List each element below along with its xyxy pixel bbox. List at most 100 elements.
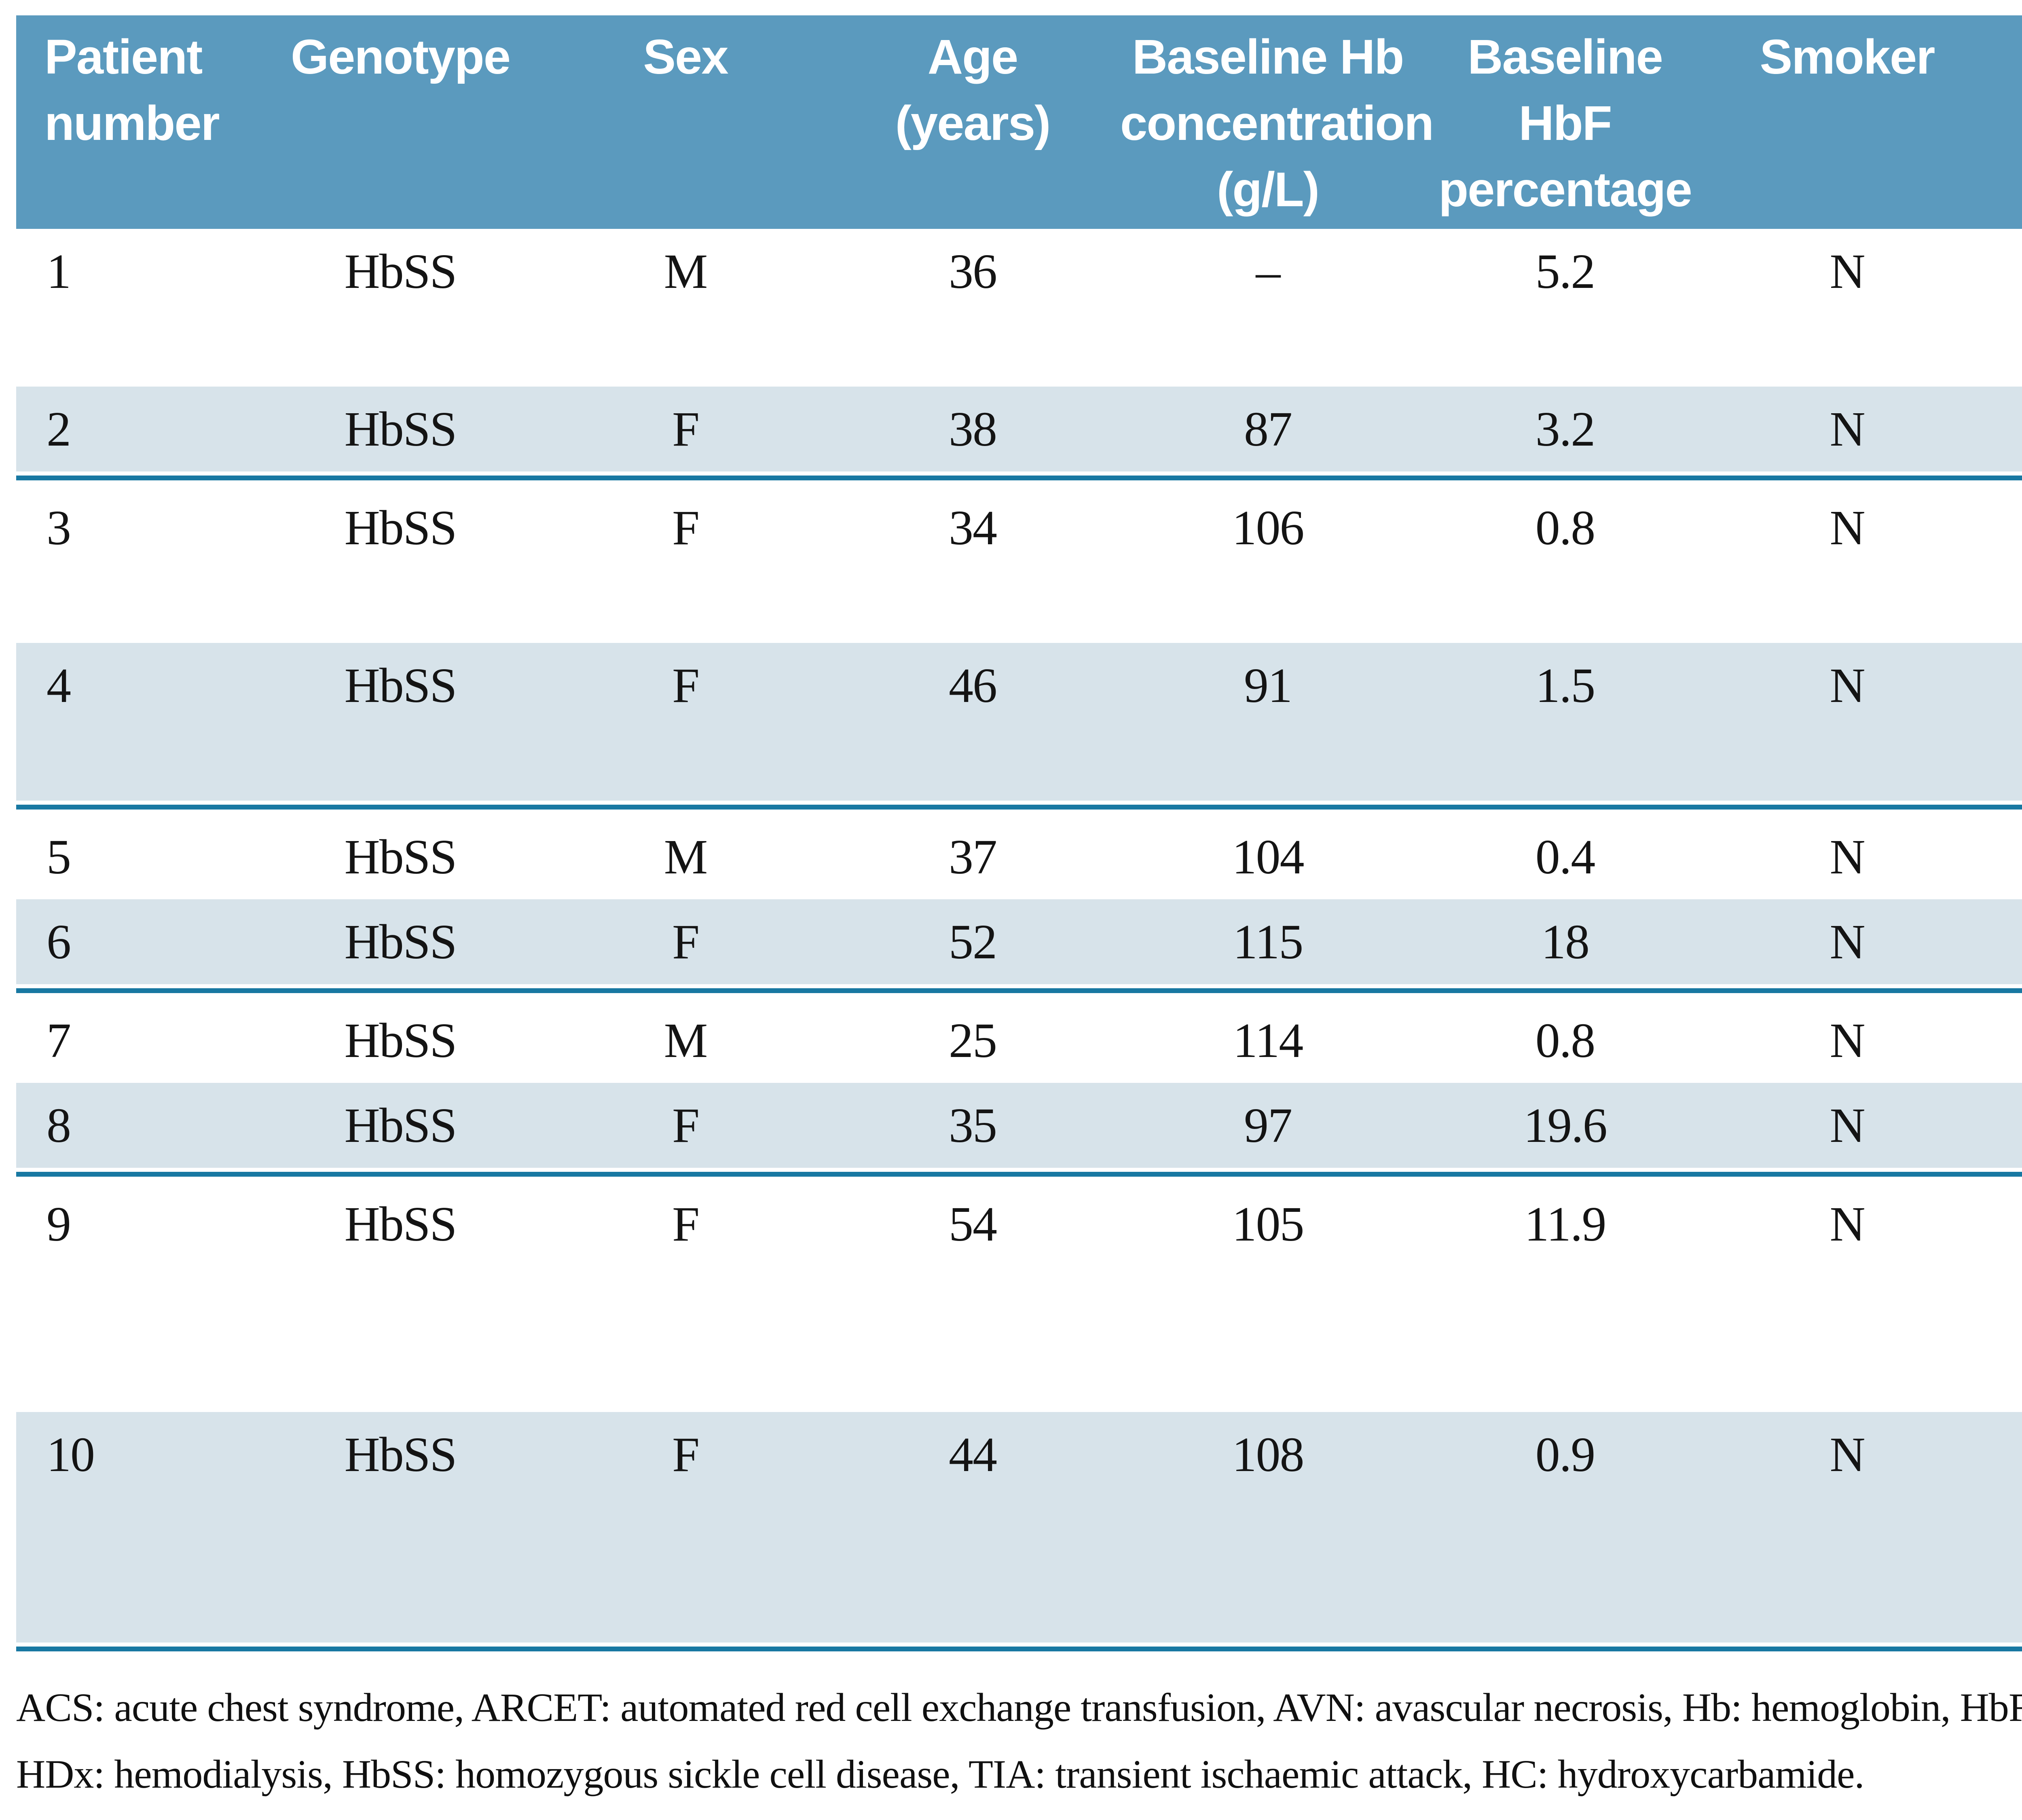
table-cell-baseline-hb: 105 [1232,1197,1305,1251]
table-cell-smoker: N [1830,1013,1865,1068]
table-cell-sex: F [672,1197,700,1251]
table-cell-smoker: N [1711,1083,1984,1168]
table-cell-age: 36 [949,244,997,299]
table-cell-patient-number: 7 [47,1013,71,1068]
separator-line [16,984,2022,998]
column-header-sex: Sex [542,15,829,229]
table-cell-baseline-hbf: 1.5 [1419,643,1711,801]
table-cell-genotype: HbSS [344,501,457,555]
table-cell-sex: F [542,899,829,984]
table-cell-baseline-hb: 97 [1116,1083,1419,1168]
table-cell-baseline-hbf: 19.6 [1419,1083,1711,1168]
row-separator-rule [16,1642,2022,1656]
row-separator-rule [16,801,2022,814]
table-cell-sex: M [664,830,708,884]
table-cell-smoker: N [1830,244,1865,299]
table-cell-bmi: 20.9 [1984,485,2022,643]
table-cell-patient-number: 2 [16,387,259,471]
table-cell-smoker: N [1830,1197,1865,1251]
table-cell-patient-number: 3 [47,501,71,555]
table-cell-age: 35 [829,1083,1116,1168]
table-cell-smoker: N [1830,501,1865,555]
table-cell-age: 46 [829,643,1116,801]
table-cell-bmi: 33.4 [1984,1182,2022,1412]
table-cell-genotype: HbSS [259,1083,542,1168]
table-cell-bmi: 26.9 [1984,229,2022,387]
table-cell-smoker: N [1711,643,1984,801]
table-cell-baseline-hb: 115 [1116,899,1419,984]
table-cell-baseline-hbf: 18 [1419,899,1711,984]
table-cell-baseline-hb: 114 [1233,1013,1303,1068]
table-cell-genotype: HbSS [344,244,457,299]
table-cell-genotype: HbSS [344,830,457,884]
column-header-baseline-hb: Baseline Hb concentration (g/L) [1116,15,1434,229]
table-cell-bmi: 25.7 [1984,643,2022,801]
table-cell-baseline-hbf: 0.8 [1535,1013,1596,1068]
row-separator-rule [16,1168,2022,1182]
table-cell-patient-number: 10 [16,1412,259,1642]
table-cell-baseline-hbf: 5.2 [1535,244,1596,299]
table-cell-age: 25 [949,1013,997,1068]
column-header-age: Age (years) [829,15,1116,229]
table-cell-bmi: 24 [1984,814,2022,899]
table-cell-sex: F [672,501,700,555]
table-row-shaded: 6HbSSF5211518N28.3YNChronic shoulder pai… [16,899,2022,984]
table-cell-genotype: HbSS [259,1412,542,1642]
table-cell-baseline-hbf: 3.2 [1419,387,1711,471]
separator-line [16,1642,2022,1656]
table-header: Patient number Genotype Sex Age (years) Base… [16,15,2022,229]
column-header-smoker: Smoker [1711,15,1984,229]
table-cell-sex: M [664,244,708,299]
table-cell-age: 44 [829,1412,1116,1642]
table-cell-sex: F [542,1412,829,1642]
table-cell-baseline-hbf: 11.9 [1524,1197,1607,1251]
column-header-baseline-hbf: Baseline HbF percentage [1419,15,1711,229]
table-cell-age: 52 [829,899,1116,984]
column-header-patient-number: Patient number [16,15,259,229]
header-row: Patient number Genotype Sex Age (years) Base… [16,15,2022,229]
table-cell-patient-number: 4 [16,643,259,801]
table-cell-baseline-hbf: 0.9 [1419,1412,1711,1642]
separator-line [16,1168,2022,1182]
table-cell-patient-number: 6 [16,899,259,984]
table-cell-genotype: HbSS [344,1197,457,1251]
table-cell-age: 54 [949,1197,997,1251]
table-cell-sex: M [664,1013,708,1068]
table-cell-bmi: 28.3 [1984,899,2022,984]
table-cell-smoker: N [1830,830,1865,884]
table-cell-baseline-hb: – [1256,244,1281,299]
table-cell-baseline-hbf: 0.4 [1535,830,1596,884]
separator-line [16,471,2022,485]
table-cell-sex: F [542,1083,829,1168]
table-cell-smoker: N [1711,1412,1984,1642]
table-cell-genotype: HbSS [259,899,542,984]
row-separator-rule [16,471,2022,485]
table-cell-baseline-hb: 104 [1232,830,1305,884]
column-header-genotype: Genotype [259,15,542,229]
table-cell-bmi: – [1984,1083,2022,1168]
table-cell-smoker: N [1711,899,1984,984]
table-cell-baseline-hbf: 0.8 [1535,501,1596,555]
table-cell-patient-number: 8 [16,1083,259,1168]
separator-line [16,801,2022,814]
table-cell-genotype: HbSS [259,643,542,801]
table-cell-baseline-hb: 106 [1232,501,1305,555]
table-cell-patient-number: 1 [47,244,71,299]
table-cell-bmi: 25.8 [1984,998,2022,1083]
table-cell-patient-number: 9 [47,1197,71,1251]
footnote: ACS: acute chest syndrome, ARCET: automa… [16,1685,2022,1797]
column-header-bmi: BMI [1984,15,2022,229]
table-cell-patient-number: 5 [47,830,71,884]
table-cell-bmi: 31.5 [1984,1412,2022,1642]
table-cell-age: 38 [829,387,1116,471]
